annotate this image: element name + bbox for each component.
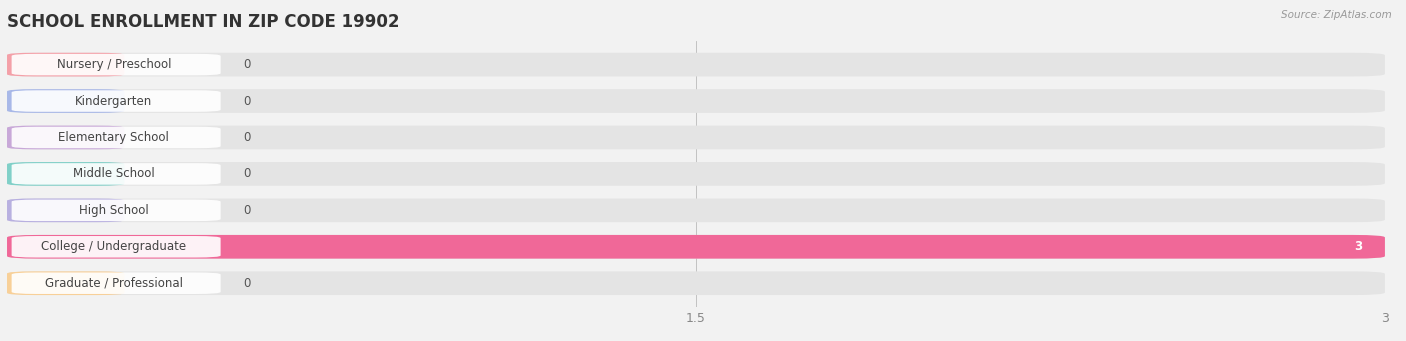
FancyBboxPatch shape (11, 199, 221, 221)
FancyBboxPatch shape (11, 90, 221, 112)
FancyBboxPatch shape (7, 235, 1385, 258)
Text: Source: ZipAtlas.com: Source: ZipAtlas.com (1281, 10, 1392, 20)
Text: 3: 3 (1354, 240, 1362, 253)
FancyBboxPatch shape (11, 127, 221, 148)
FancyBboxPatch shape (7, 162, 1385, 186)
Text: 0: 0 (243, 204, 250, 217)
FancyBboxPatch shape (7, 89, 1385, 113)
Text: SCHOOL ENROLLMENT IN ZIP CODE 19902: SCHOOL ENROLLMENT IN ZIP CODE 19902 (7, 13, 399, 31)
FancyBboxPatch shape (7, 271, 1385, 295)
FancyBboxPatch shape (7, 125, 1385, 149)
FancyBboxPatch shape (7, 125, 125, 149)
FancyBboxPatch shape (7, 53, 125, 76)
Text: Nursery / Preschool: Nursery / Preschool (56, 58, 172, 71)
FancyBboxPatch shape (7, 198, 125, 222)
FancyBboxPatch shape (11, 272, 221, 294)
Text: 0: 0 (243, 58, 250, 71)
Text: Middle School: Middle School (73, 167, 155, 180)
FancyBboxPatch shape (7, 271, 125, 295)
Text: Graduate / Professional: Graduate / Professional (45, 277, 183, 290)
FancyBboxPatch shape (7, 198, 1385, 222)
FancyBboxPatch shape (11, 236, 221, 257)
FancyBboxPatch shape (11, 54, 221, 75)
FancyBboxPatch shape (7, 235, 1385, 258)
Text: High School: High School (79, 204, 149, 217)
Text: 0: 0 (243, 131, 250, 144)
Text: 0: 0 (243, 277, 250, 290)
FancyBboxPatch shape (7, 89, 125, 113)
FancyBboxPatch shape (7, 162, 125, 186)
Text: 0: 0 (243, 167, 250, 180)
Text: 0: 0 (243, 94, 250, 107)
Text: Elementary School: Elementary School (59, 131, 169, 144)
FancyBboxPatch shape (11, 163, 221, 185)
FancyBboxPatch shape (7, 53, 1385, 76)
Text: Kindergarten: Kindergarten (75, 94, 152, 107)
Text: College / Undergraduate: College / Undergraduate (41, 240, 187, 253)
